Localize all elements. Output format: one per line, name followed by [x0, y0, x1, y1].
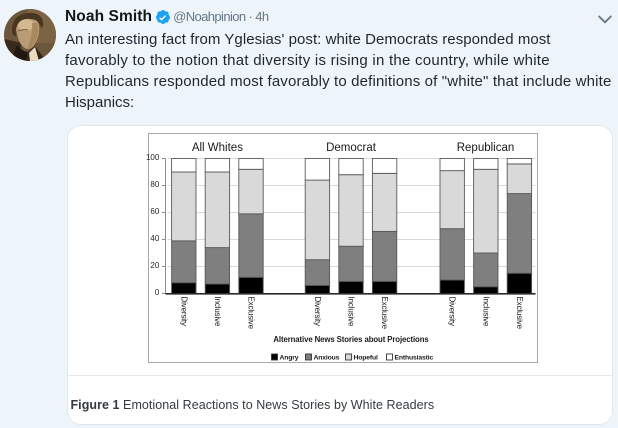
svg-text:Democrat: Democrat: [326, 142, 377, 154]
svg-text:40: 40: [150, 234, 159, 243]
svg-text:Diversity: Diversity: [179, 297, 188, 327]
svg-text:Inclusive: Inclusive: [481, 297, 490, 328]
svg-text:Inclusive: Inclusive: [213, 297, 222, 328]
svg-text:All Whites: All Whites: [192, 142, 243, 154]
svg-text:Diversity: Diversity: [448, 297, 457, 327]
svg-text:Hopeful: Hopeful: [354, 354, 379, 361]
svg-text:Exclusive: Exclusive: [247, 297, 256, 330]
svg-text:Diversity: Diversity: [313, 297, 322, 327]
svg-text:Enthusiastic: Enthusiastic: [395, 354, 434, 361]
svg-text:Exclusive: Exclusive: [380, 297, 389, 330]
svg-text:80: 80: [150, 180, 159, 189]
svg-text:0: 0: [155, 288, 160, 297]
svg-text:Exclusive: Exclusive: [515, 297, 524, 330]
svg-text:Angry: Angry: [280, 354, 299, 361]
svg-text:100: 100: [146, 153, 160, 162]
svg-text:Anxious: Anxious: [314, 354, 340, 361]
svg-text:Inclusive: Inclusive: [347, 297, 356, 328]
svg-text:20: 20: [150, 261, 159, 270]
svg-text:Republican: Republican: [457, 142, 515, 154]
svg-text:Alternative News Stories about: Alternative News Stories about Projectio…: [273, 335, 429, 344]
svg-text:60: 60: [150, 207, 159, 216]
